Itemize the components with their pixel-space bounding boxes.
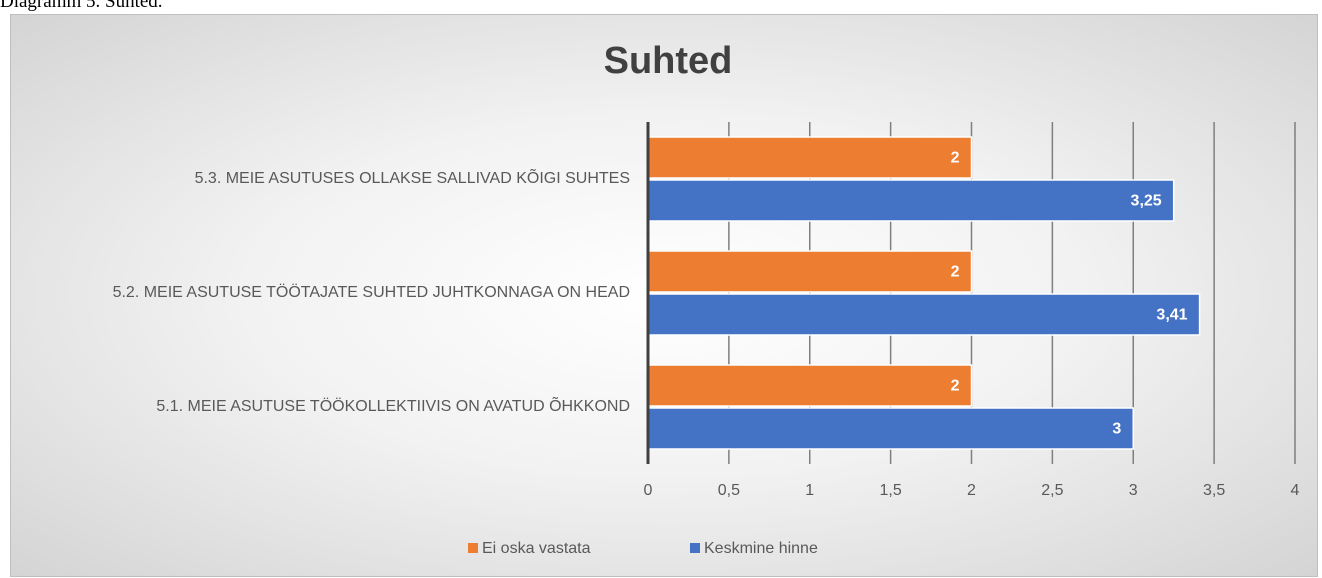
chart-title: Suhted <box>604 40 733 82</box>
bar <box>647 293 1201 336</box>
x-tick-label: 1 <box>805 482 814 499</box>
value-label: 2 <box>951 378 960 395</box>
legend-label: Ei oska vastata <box>482 540 591 557</box>
value-label: 3,25 <box>1131 193 1162 210</box>
category-text: 5.3. MEIE ASUTUSES OLLAKSE SALLIVAD KÕIG… <box>194 170 630 187</box>
legend-swatch <box>468 543 478 553</box>
bar <box>647 407 1134 450</box>
x-tick-label: 2 <box>967 482 976 499</box>
bar <box>647 136 973 179</box>
value-label: 2 <box>951 150 960 167</box>
x-tick-label: 2,5 <box>1041 482 1063 499</box>
category-text: 5.1. MEIE ASUTUSE TÖÖKOLLEKTIIVIS ON AVA… <box>156 398 630 415</box>
x-tick-label: 3,5 <box>1203 482 1225 499</box>
x-tick-label: 3 <box>1129 482 1138 499</box>
x-tick-label: 0,5 <box>718 482 740 499</box>
category-text: 5.2. MEIE ASUTUSE TÖÖTAJATE SUHTED JUHTK… <box>112 284 630 301</box>
x-tick-label: 0 <box>644 482 653 499</box>
value-label: 2 <box>951 264 960 281</box>
bar <box>647 364 973 407</box>
category-label: 5.1. MEIE ASUTUSE TÖÖKOLLEKTIIVIS ON AVA… <box>30 350 630 464</box>
x-tick-label: 4 <box>1291 482 1300 499</box>
bar <box>647 250 973 293</box>
category-label: 5.3. MEIE ASUTUSES OLLAKSE SALLIVAD KÕIG… <box>30 122 630 236</box>
caption: Diagramm 5. Suhted. <box>0 0 163 12</box>
category-label: 5.2. MEIE ASUTUSE TÖÖTAJATE SUHTED JUHTK… <box>30 236 630 350</box>
legend-swatch <box>690 543 700 553</box>
value-label: 3 <box>1112 421 1121 438</box>
value-label: 3,41 <box>1156 307 1187 324</box>
x-tick-label: 1,5 <box>880 482 902 499</box>
bar <box>647 179 1175 222</box>
legend-label: Keskmine hinne <box>704 540 818 557</box>
